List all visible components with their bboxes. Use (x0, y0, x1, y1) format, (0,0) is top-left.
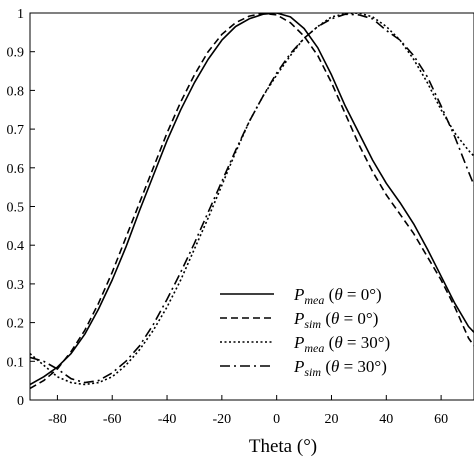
y-tick-label: 0.6 (7, 162, 25, 177)
x-tick-label: -20 (213, 412, 232, 427)
x-axis-label: Theta (°) (249, 436, 317, 457)
series-line-2 (30, 13, 474, 390)
y-axis-ticks: 0 0.1 0.2 0.3 0.4 0.5 0.6 0.7 0.8 0.9 1 (7, 7, 35, 409)
x-tick-label: 20 (324, 412, 338, 427)
y-tick-label: 0.9 (7, 46, 25, 61)
y-tick-label: 0.5 (7, 201, 25, 216)
legend-label-4: Psim (θ = 30°) (293, 357, 387, 379)
x-tick-label: -60 (103, 412, 122, 427)
y-tick-label: 1 (17, 7, 24, 22)
legend: Pmea (θ = 0°)Psim (θ = 0°)Pmea (θ = 30°)… (220, 285, 390, 379)
y-tick-label: 0.3 (7, 278, 25, 293)
y-tick-label: 0.2 (7, 317, 25, 332)
legend-label-3: Pmea (θ = 30°) (293, 333, 390, 355)
legend-label-2: Psim (θ = 0°) (293, 309, 378, 331)
x-tick-label: -80 (48, 412, 67, 427)
x-tick-label: 40 (379, 412, 393, 427)
series-line-4 (30, 13, 474, 384)
series-line-1 (30, 13, 474, 386)
series-line-3 (30, 13, 474, 386)
x-axis-ticks: -80 -60 -40 -20 0 20 40 60 (48, 395, 448, 427)
y-tick-label: 0.4 (7, 239, 25, 254)
x-tick-label: -40 (158, 412, 177, 427)
y-tick-label: 0 (17, 394, 24, 409)
x-tick-label: 0 (273, 412, 280, 427)
y-tick-label: 0.8 (7, 84, 25, 99)
plot-lines (30, 13, 474, 390)
x-tick-label: 60 (434, 412, 448, 427)
y-tick-label: 0.1 (7, 355, 25, 370)
legend-label-1: Pmea (θ = 0°) (293, 285, 382, 307)
y-tick-label: 0.7 (7, 123, 25, 138)
